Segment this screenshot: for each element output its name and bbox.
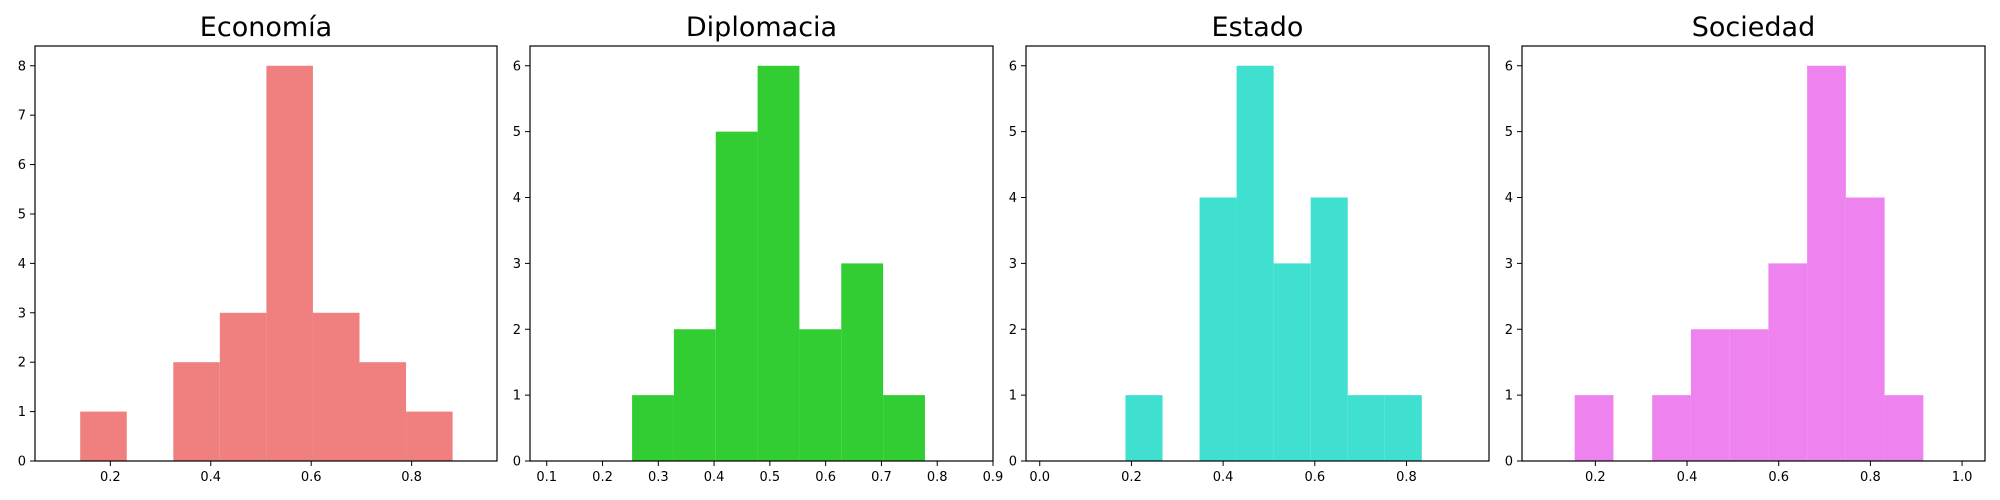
x-tick-label: 0.4 [200,470,221,485]
histogram-bar [1574,395,1614,461]
y-tick-label: 5 [1009,125,1017,140]
y-tick-label: 2 [1505,323,1513,338]
y-tick-label: 1 [1505,389,1513,404]
histogram-bar [799,329,842,461]
axes-frame [1521,45,1986,462]
y-tick-label: 4 [513,191,521,206]
histogram-bar [1236,65,1274,461]
histogram-bar [632,395,674,461]
x-tick-label: 0.9 [983,470,1004,485]
y-tick-label: 0 [513,455,521,470]
histogram-bar [673,329,716,461]
y-tick-label: 3 [1505,257,1513,272]
x-tick-label: 0.7 [871,470,892,485]
y-tick-label: 2 [18,356,26,371]
histogram-bar [1845,197,1885,461]
histogram-bar [1768,263,1808,461]
histogram-bar [883,395,925,461]
y-tick-label: 8 [18,59,26,74]
axes-frame [1025,45,1490,462]
x-tick-label: 1.0 [1952,470,1973,485]
x-tick-label: 0.2 [100,470,121,485]
y-tick-label: 4 [1505,191,1513,206]
y-tick-label: 0 [1009,455,1017,470]
histogram-bar [406,411,453,461]
x-tick-label: 0.8 [401,470,422,485]
histogram-bar [173,362,220,461]
axes-frame [529,45,994,462]
histogram-bar [219,312,267,461]
x-tick-label: 0.6 [301,470,322,485]
chart-title: Economía [200,12,332,43]
x-tick-label: 0.3 [648,470,669,485]
axes-frame [34,45,498,462]
y-tick-label: 6 [1009,59,1017,74]
y-tick-label: 4 [18,257,26,272]
y-tick-label: 0 [18,455,26,470]
chart-title: Sociedad [1692,12,1815,43]
histogram-bar [80,411,127,461]
histogram-bar [1347,395,1385,461]
histogram-bar [841,263,884,461]
histogram-bar [312,312,360,461]
x-tick-label: 0.8 [1396,470,1417,485]
y-tick-label: 4 [1009,191,1017,206]
histogram-bar [757,65,800,461]
histogram-bar [1384,395,1422,461]
y-tick-label: 7 [18,109,26,124]
x-tick-label: 0.4 [1213,470,1234,485]
x-tick-label: 0.4 [1677,470,1698,485]
x-tick-label: 0.8 [927,470,948,485]
chart-title: Estado [1212,12,1304,43]
y-tick-label: 3 [1009,257,1017,272]
y-tick-label: 0 [1505,455,1513,470]
x-tick-label: 0.8 [1860,470,1881,485]
x-tick-label: 0.4 [704,470,725,485]
histogram-bar [715,131,758,461]
histogram-panel-1: 0.2 0.4 0.6 0.8 0 1 2 3 4 5 6 7 8 Economía [18,12,498,485]
histogram-bar [1884,395,1924,461]
histogram-panel-4: 0.2 0.4 0.6 0.8 1.0 0 1 2 3 4 5 6 Sociedad [1505,12,1986,485]
x-tick-label: 0.5 [760,470,781,485]
y-tick-label: 6 [513,59,521,74]
histogram-bar [1807,65,1846,461]
y-tick-label: 6 [1505,59,1513,74]
y-tick-label: 3 [18,306,26,321]
histogram-bar [1199,197,1237,461]
histogram-bar [1690,329,1730,461]
histogram-panel-2: 0.1 0.2 0.3 0.4 0.5 0.6 0.7 0.8 0.9 0 1 2 3 4 5 6 Diplom… [513,12,1004,485]
histogram-bar [1125,395,1163,461]
x-tick-label: 0.2 [1585,470,1606,485]
y-tick-label: 1 [1009,389,1017,404]
x-tick-label: 0.6 [1304,470,1325,485]
y-tick-label: 5 [1505,125,1513,140]
x-tick-label: 0.2 [1121,470,1142,485]
y-tick-label: 1 [18,405,26,420]
y-tick-label: 2 [1009,323,1017,338]
histogram-panel-3: 0.0 0.2 0.4 0.6 0.8 0 1 2 3 4 5 6 Estado [1009,12,1490,485]
histogram-bar [1652,395,1691,461]
x-tick-label: 0.6 [1768,470,1789,485]
x-tick-label: 0.2 [592,470,613,485]
x-tick-label: 0.1 [536,470,557,485]
histogram-bar [359,362,407,461]
x-tick-label: 0.0 [1029,470,1050,485]
y-tick-label: 5 [513,125,521,140]
histogram-bar [1273,263,1311,461]
histogram-bar [1729,329,1769,461]
y-tick-label: 2 [513,323,521,338]
histogram-bar [266,65,313,461]
chart-title: Diplomacia [686,12,837,43]
histogram-bar [1310,197,1348,461]
y-tick-label: 5 [18,207,26,222]
y-tick-label: 1 [513,389,521,404]
y-tick-label: 6 [18,158,26,173]
x-tick-label: 0.6 [815,470,836,485]
y-tick-label: 3 [513,257,521,272]
